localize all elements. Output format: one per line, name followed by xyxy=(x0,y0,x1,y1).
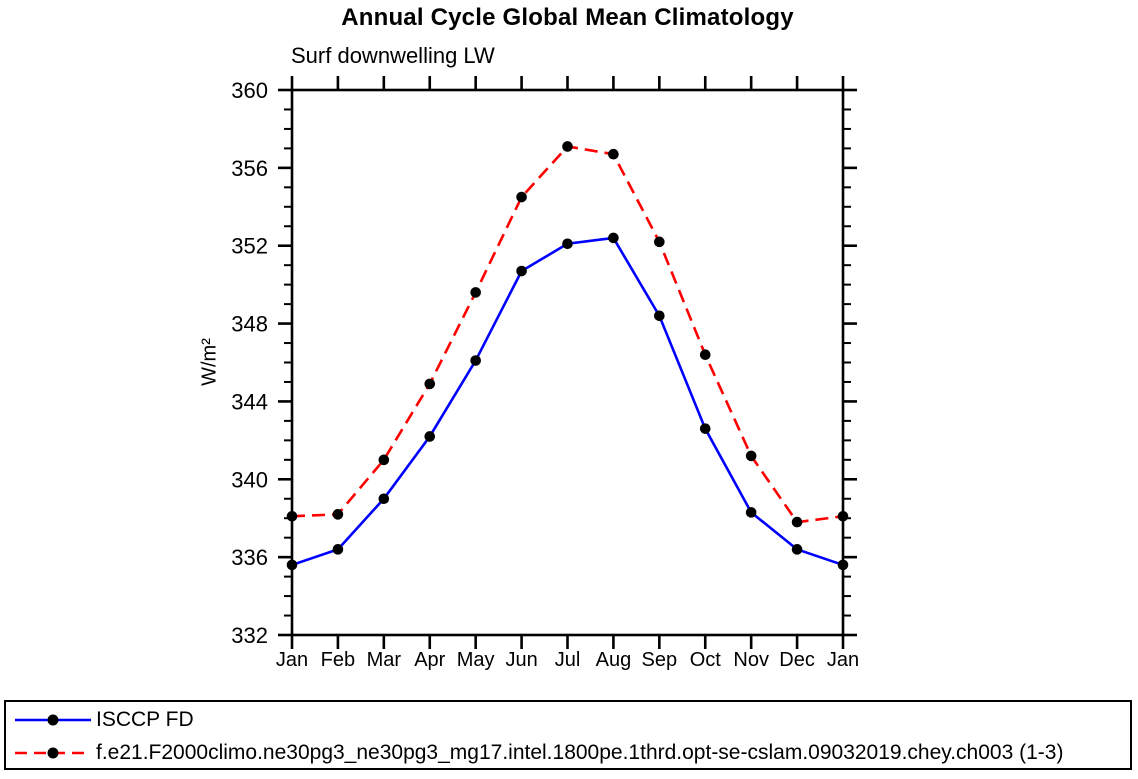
x-tick-label: Apr xyxy=(414,649,445,671)
legend-marker-dot-icon xyxy=(47,714,59,726)
series-0-point-Dec xyxy=(791,544,803,555)
legend-marker-dot-icon xyxy=(47,747,59,759)
y-tick-label: 352 xyxy=(231,234,268,259)
series-0-point-Apr xyxy=(424,431,436,442)
series-0-point-Oct xyxy=(699,423,711,434)
series-1-line xyxy=(291,145,844,524)
y-tick-label: 344 xyxy=(231,389,268,414)
legend-item-isccp-fd: ISCCP FD xyxy=(12,709,194,731)
series-1-point-Jan xyxy=(837,510,849,522)
series-1-point-Mar xyxy=(378,454,390,466)
series-1-point-May xyxy=(470,287,481,298)
x-tick-label: Jun xyxy=(505,649,537,671)
legend-line-solid-icon xyxy=(15,714,91,726)
series-1-point-Apr xyxy=(424,378,436,390)
x-tick-label: Sep xyxy=(642,649,678,671)
legend-item-model-run: f.e21.F2000climo.ne30pg3_ne30pg3_mg17.in… xyxy=(12,742,1063,764)
x-tick-label: Feb xyxy=(321,649,355,671)
plot-frame xyxy=(290,88,845,637)
y-tick-label: 340 xyxy=(231,467,268,492)
y-tick-label: 360 xyxy=(231,78,268,103)
series-0-line xyxy=(291,236,844,567)
chart-canvas: 332 336 340 344 348 352 356 360 Jan Feb Mar Apr May J… xyxy=(231,76,859,671)
y-tick-label: 356 xyxy=(231,156,268,181)
series-1-point-Nov xyxy=(745,450,757,462)
series-1-point-Jan xyxy=(286,510,298,522)
x-tick-label: Nov xyxy=(733,649,769,671)
series-0-point-Jul xyxy=(562,238,573,250)
series-1-point-Jun xyxy=(516,191,527,203)
legend-label: f.e21.F2000climo.ne30pg3_ne30pg3_mg17.in… xyxy=(96,741,1064,764)
series-1-point-Dec xyxy=(791,516,803,528)
series-1-point-Feb xyxy=(332,509,344,520)
series-0-point-Nov xyxy=(745,507,757,518)
series-0-point-Sep xyxy=(654,310,665,322)
x-tick-label: Aug xyxy=(596,649,632,671)
series-1-point-Oct xyxy=(699,349,711,361)
y-tick-label: 348 xyxy=(231,312,268,337)
x-tick-label: Jul xyxy=(555,649,581,671)
legend-box: ISCCP FD f.e21.F2000climo.ne30pg3_ne30pg… xyxy=(4,700,1132,770)
series-0-point-Jan xyxy=(286,559,298,571)
x-tick-label: Mar xyxy=(367,649,402,671)
series-0-point-Feb xyxy=(332,544,344,555)
series-1-point-Jul xyxy=(562,141,573,152)
legend-line-dashed-icon xyxy=(15,747,91,759)
series-0-point-Jun xyxy=(516,265,527,277)
series-0-point-May xyxy=(470,355,481,366)
y-tick-label: 332 xyxy=(231,623,268,648)
x-tick-label: Jan xyxy=(276,649,308,671)
series-1-point-Sep xyxy=(654,236,665,248)
series-0-point-Mar xyxy=(378,493,390,505)
legend-label: ISCCP FD xyxy=(96,708,194,731)
y-tick-label: 336 xyxy=(231,545,268,570)
x-tick-label: Dec xyxy=(779,649,815,671)
series-0-point-Aug xyxy=(608,232,619,244)
series-0-point-Jan xyxy=(837,559,849,571)
x-tick-label: May xyxy=(457,649,495,671)
series-1-point-Aug xyxy=(608,148,619,160)
chart-title: Annual Cycle Global Mean Climatology xyxy=(341,4,794,31)
x-tick-label: Oct xyxy=(690,649,722,671)
x-tick-label: Jan xyxy=(827,649,859,671)
chart-subtitle: Surf downwelling LW xyxy=(291,43,495,68)
